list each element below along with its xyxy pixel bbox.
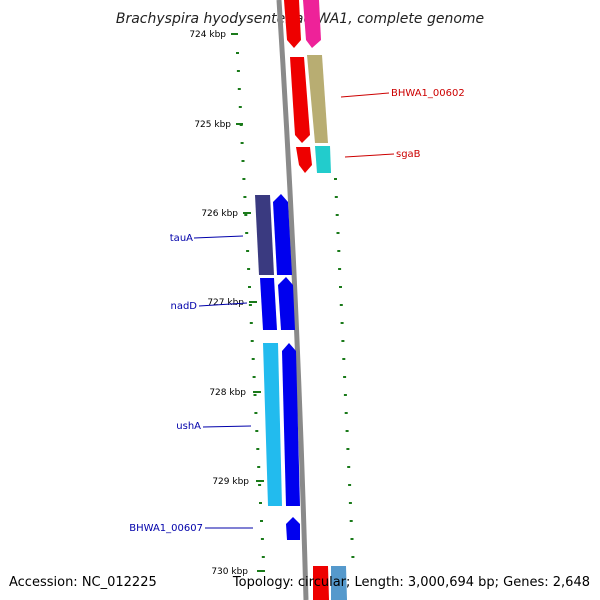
tick-dot-left — [236, 52, 239, 54]
tick-dot-right — [350, 538, 354, 540]
tick-dot-right — [340, 322, 344, 324]
gene-feature-bhwa1-00602-olive[interactable] — [307, 55, 328, 143]
tick-dot-left — [251, 358, 255, 360]
tick-dot-right — [334, 196, 338, 198]
gene-feature-sgab-red[interactable] — [296, 147, 312, 173]
genome-summary-text: Topology: circular; Length: 3,000,694 bp… — [232, 575, 590, 590]
tick-dot-right — [339, 304, 343, 306]
tick-dot-left — [254, 412, 258, 414]
tick-dot-right — [347, 466, 351, 468]
tick-dot-left — [245, 232, 249, 234]
tick-dot-right — [345, 430, 349, 432]
tick-dot-right — [346, 448, 350, 450]
leader-line-usha — [202, 425, 252, 428]
tick-dot-right — [351, 556, 355, 558]
gene-feature-nadd-blue-right[interactable] — [278, 277, 295, 330]
tick-dot-left — [237, 88, 241, 90]
tick-dot-left — [255, 430, 259, 432]
tick-dot-right — [341, 340, 345, 342]
tick-dot-right — [338, 268, 342, 270]
accession-text: Accession: NC_012225 — [9, 575, 157, 590]
tick-label-730: 730 kbp — [211, 567, 248, 577]
tick-dot-left — [260, 520, 263, 522]
leader-line-bhwa1-00602 — [340, 92, 390, 98]
tick-label-726: 726 kbp — [201, 209, 238, 219]
gene-feature-sgab-cyan[interactable] — [315, 146, 331, 173]
tick-dot-right — [349, 520, 353, 522]
gene-feature-bhwa1-00607-blue[interactable] — [286, 517, 300, 540]
tick-dot-left — [247, 268, 251, 270]
tick-label-727: 727 kbp — [207, 298, 244, 308]
map-title: Brachyspira hyodysenteriae WA1, complete… — [116, 11, 484, 27]
tick-dot-left — [261, 556, 265, 558]
tick-dot-right — [339, 286, 342, 288]
gene-feature-taua-navy[interactable] — [255, 195, 274, 275]
tick-dot-right — [344, 412, 348, 414]
tick-dot-left — [252, 376, 256, 378]
tick-dot-left — [250, 340, 254, 342]
tick-dot-left — [238, 106, 242, 108]
tick-dot-left — [256, 448, 260, 450]
tick-dot-left — [257, 466, 261, 468]
tick-label-725: 725 kbp — [194, 120, 231, 130]
tick-dot-left — [260, 538, 264, 540]
gene-labels: BHWA1_00602 sgaB tauA nadD ushA BHWA1_00… — [129, 88, 465, 534]
tick-dot-right — [336, 232, 340, 234]
gene-label-bhwa1-00607[interactable]: BHWA1_00607 — [129, 523, 203, 534]
leader-line-sgab — [344, 153, 395, 158]
tick-dot-right — [343, 376, 347, 378]
gene-feature-usha-blue[interactable] — [282, 343, 300, 506]
gene-feature-taua-blue[interactable] — [273, 194, 292, 275]
leader-line-nadd — [198, 302, 248, 307]
tick-dot-left — [248, 304, 252, 306]
tick-dot-left — [248, 286, 251, 288]
tick-dot-right — [334, 178, 337, 180]
tick-dot-left — [244, 214, 248, 216]
gene-feature-bottom-red[interactable] — [313, 566, 329, 600]
gene-label-taua[interactable]: tauA — [170, 233, 193, 244]
tick-dot-right — [342, 358, 346, 360]
tick-dots — [236, 52, 355, 558]
tick-dot-left — [258, 484, 262, 486]
tick-label-724: 724 kbp — [189, 30, 226, 40]
tick-label-729: 729 kbp — [212, 477, 249, 487]
gene-feature-nadd-blue-left[interactable] — [260, 278, 277, 330]
tick-dot-left — [236, 70, 240, 72]
tick-dot-right — [335, 214, 339, 216]
gene-label-usha[interactable]: ushA — [176, 421, 201, 432]
gene-label-sgab[interactable]: sgaB — [396, 149, 421, 160]
tick-dot-left — [246, 250, 250, 252]
gene-feature-bottom-blue[interactable] — [331, 566, 347, 600]
tick-dot-right — [348, 502, 352, 504]
tick-dot-left — [241, 160, 245, 162]
gene-label-bhwa1-00602[interactable]: BHWA1_00602 — [391, 88, 465, 99]
tick-label-728: 728 kbp — [209, 388, 246, 398]
gene-label-nadd[interactable]: nadD — [170, 301, 197, 312]
tick-dot-right — [337, 250, 341, 252]
gene-feature-top-red[interactable] — [284, 0, 301, 48]
tick-dot-left — [253, 394, 257, 396]
tick-dot-left — [243, 196, 247, 198]
forward-strand-features — [284, 0, 347, 600]
gene-feature-bhwa1-00602-red[interactable] — [290, 57, 310, 143]
tick-dot-left — [249, 322, 253, 324]
tick-dot-right — [348, 484, 352, 486]
gene-feature-usha-sky[interactable] — [263, 343, 282, 506]
reverse-strand-features — [255, 194, 300, 540]
tick-marks: 724 kbp 725 kbp 726 kbp 727 kbp 728 kbp … — [189, 30, 265, 577]
tick-dot-left — [259, 502, 262, 504]
tick-dot-left — [240, 142, 244, 144]
tick-dot-left — [242, 178, 246, 180]
leader-line-taua — [193, 235, 244, 239]
gene-feature-top-magenta[interactable] — [303, 0, 321, 48]
tick-dot-right — [343, 394, 347, 396]
genome-backbone — [276, 0, 309, 600]
